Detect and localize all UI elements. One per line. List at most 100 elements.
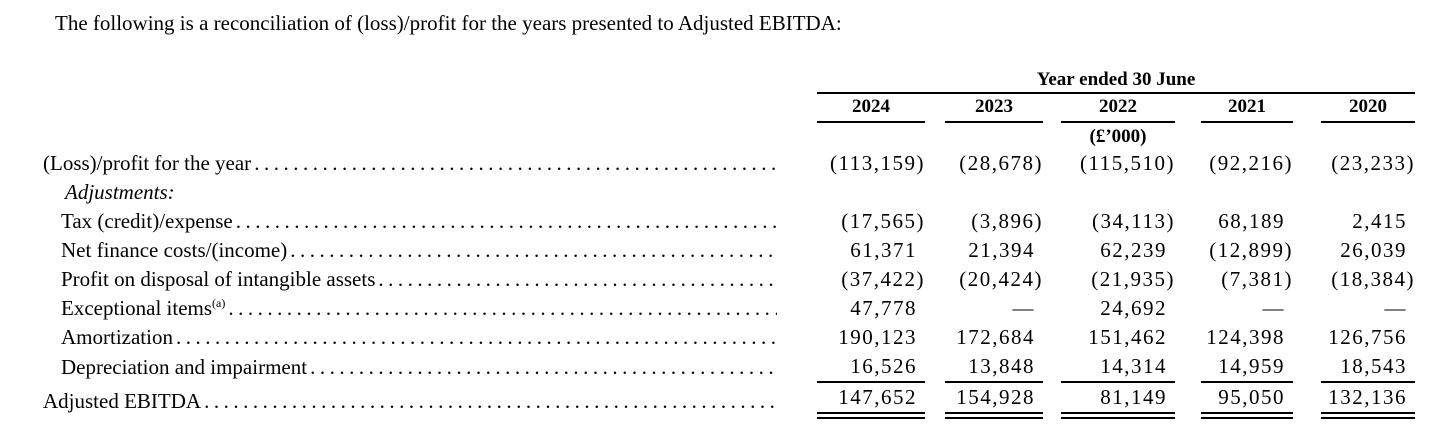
value-cell: (115,510) bbox=[1080, 151, 1175, 175]
value-cell: 147,652 bbox=[783, 383, 925, 419]
row-label-cell: Adjustments: bbox=[43, 178, 783, 207]
value-cell: 14,959 bbox=[1175, 352, 1293, 383]
table-row: Amortization 190,123 172,684 151,462 124,398… bbox=[43, 323, 1415, 352]
spacer-cell bbox=[1293, 123, 1415, 149]
currency-unit: (£’000) bbox=[1089, 126, 1147, 147]
table-row: Profit on disposal of intangible assets (… bbox=[43, 265, 1415, 294]
value-cell: 190,123 bbox=[838, 325, 917, 349]
dot-leader bbox=[254, 149, 777, 178]
year-column-2022: 2022 bbox=[1043, 94, 1175, 123]
table-row: Net finance costs/(income) 61,371 21,394 62… bbox=[43, 236, 1415, 265]
value-cell: 61,371 bbox=[850, 238, 917, 262]
spacer-cell bbox=[1175, 123, 1293, 149]
value-cell: (92,216) bbox=[1209, 151, 1293, 175]
value-cell: (34,113) bbox=[1092, 209, 1175, 233]
spacer-cell bbox=[783, 123, 925, 149]
value-cell bbox=[1175, 178, 1293, 207]
dot-leader bbox=[310, 353, 777, 382]
year-label: 2022 bbox=[1061, 96, 1175, 123]
value-cell: 62,239 bbox=[1100, 238, 1167, 262]
value-cell: (18,384) bbox=[1331, 267, 1416, 291]
value-cell: — bbox=[1384, 296, 1408, 320]
value-cell: — bbox=[1262, 296, 1285, 320]
value-cell: 21,394 bbox=[968, 238, 1035, 262]
dot-leader bbox=[228, 294, 777, 323]
year-label: 2020 bbox=[1321, 96, 1416, 123]
spacer-cell bbox=[43, 94, 783, 123]
value-cell: (7,381) bbox=[1221, 267, 1293, 291]
unit-row: (£’000) bbox=[43, 123, 1415, 149]
year-column-2021: 2021 bbox=[1175, 94, 1293, 123]
row-label-cell: Depreciation and impairment bbox=[43, 352, 783, 383]
spacer-cell bbox=[925, 123, 1043, 149]
row-label: (Loss)/profit for the year bbox=[43, 151, 252, 175]
row-label: Profit on disposal of intangible assets bbox=[61, 267, 376, 291]
dot-leader bbox=[378, 265, 777, 294]
value-cell: 2,415 bbox=[1352, 209, 1408, 233]
period-header-row: Year ended 30 June bbox=[43, 68, 1416, 94]
footnote-marker: (a) bbox=[212, 296, 226, 310]
value-cell: 151,462 bbox=[1088, 325, 1167, 349]
row-label-cell: Exceptional items(a) bbox=[43, 294, 783, 323]
table-row: (Loss)/profit for the year (113,159) (28,6… bbox=[43, 149, 1415, 178]
value-cell: 47,778 bbox=[850, 296, 917, 320]
value-cell: 14,314 bbox=[1043, 352, 1175, 383]
row-label: Net finance costs/(income) bbox=[61, 238, 288, 262]
year-label: 2021 bbox=[1201, 96, 1293, 123]
table-row: Tax (credit)/expense (17,565) (3,896) (34,1… bbox=[43, 207, 1415, 236]
row-label-cell: Profit on disposal of intangible assets bbox=[43, 265, 783, 294]
dot-leader bbox=[176, 323, 777, 352]
row-label-cell: Net finance costs/(income) bbox=[43, 236, 783, 265]
value-cell: 26,039 bbox=[1340, 238, 1408, 262]
table-row: Adjustments: bbox=[43, 178, 1415, 207]
value-cell: 16,526 bbox=[783, 352, 925, 383]
value-cell: 81,149 bbox=[1043, 383, 1175, 419]
value-cell: (113,159) bbox=[830, 151, 925, 175]
value-cell: 172,684 bbox=[956, 325, 1035, 349]
value-cell: 126,756 bbox=[1328, 325, 1408, 349]
row-label: Adjustments: bbox=[65, 180, 175, 204]
period-header-label: Year ended 30 June bbox=[817, 68, 1416, 94]
year-label: 2023 bbox=[945, 96, 1043, 123]
value-cell: 154,928 bbox=[925, 383, 1043, 419]
intro-text: The following is a reconciliation of (lo… bbox=[55, 11, 842, 35]
spacer-cell bbox=[43, 68, 783, 94]
row-label: Tax (credit)/expense bbox=[61, 209, 233, 233]
value-cell: 124,398 bbox=[1206, 325, 1285, 349]
value-cell: 18,543 bbox=[1293, 352, 1416, 383]
table-row: Adjusted EBITDA 147,652154,92881,14995,05… bbox=[43, 383, 1416, 419]
row-label-cell: Adjusted EBITDA bbox=[43, 383, 783, 419]
value-cell: (28,678) bbox=[959, 151, 1043, 175]
row-label: Amortization bbox=[61, 325, 173, 349]
year-header-row: 2024 2023 2022 2021 2020 bbox=[43, 94, 1416, 123]
row-label: Adjusted EBITDA bbox=[43, 388, 202, 413]
row-label: Exceptional items(a) bbox=[61, 296, 226, 320]
dot-leader bbox=[204, 387, 777, 416]
table-row: Exceptional items(a) 47,778 — 24,692 — — bbox=[43, 294, 1415, 323]
value-cell: (37,422) bbox=[841, 267, 925, 291]
year-label: 2024 bbox=[817, 96, 925, 123]
dot-leader bbox=[236, 207, 777, 236]
value-cell: 68,189 bbox=[1218, 209, 1285, 233]
row-label-cell: Amortization bbox=[43, 323, 783, 352]
value-cell: 95,050 bbox=[1175, 383, 1293, 419]
value-cell: (12,899) bbox=[1209, 238, 1293, 262]
reconciliation-table: Year ended 30 June 2024 2023 2022 2021 2… bbox=[43, 68, 1416, 419]
spacer-cell bbox=[43, 123, 783, 149]
value-cell: 132,136 bbox=[1293, 383, 1416, 419]
value-cell: 13,848 bbox=[925, 352, 1043, 383]
year-column-2023: 2023 bbox=[925, 94, 1043, 123]
row-label: Depreciation and impairment bbox=[61, 355, 308, 379]
value-cell bbox=[1293, 178, 1415, 207]
value-cell bbox=[925, 178, 1043, 207]
period-header-cell: Year ended 30 June bbox=[783, 68, 1416, 94]
currency-unit-cell: (£’000) bbox=[1043, 123, 1175, 149]
value-cell: (20,424) bbox=[959, 267, 1043, 291]
value-cell bbox=[783, 178, 925, 207]
year-column-2020: 2020 bbox=[1293, 94, 1416, 123]
value-cell bbox=[1043, 178, 1175, 207]
value-cell: (17,565) bbox=[841, 209, 925, 233]
dot-leader bbox=[290, 236, 777, 265]
document-page: The following is a reconciliation of (lo… bbox=[0, 0, 1456, 419]
year-column-2024: 2024 bbox=[783, 94, 925, 123]
